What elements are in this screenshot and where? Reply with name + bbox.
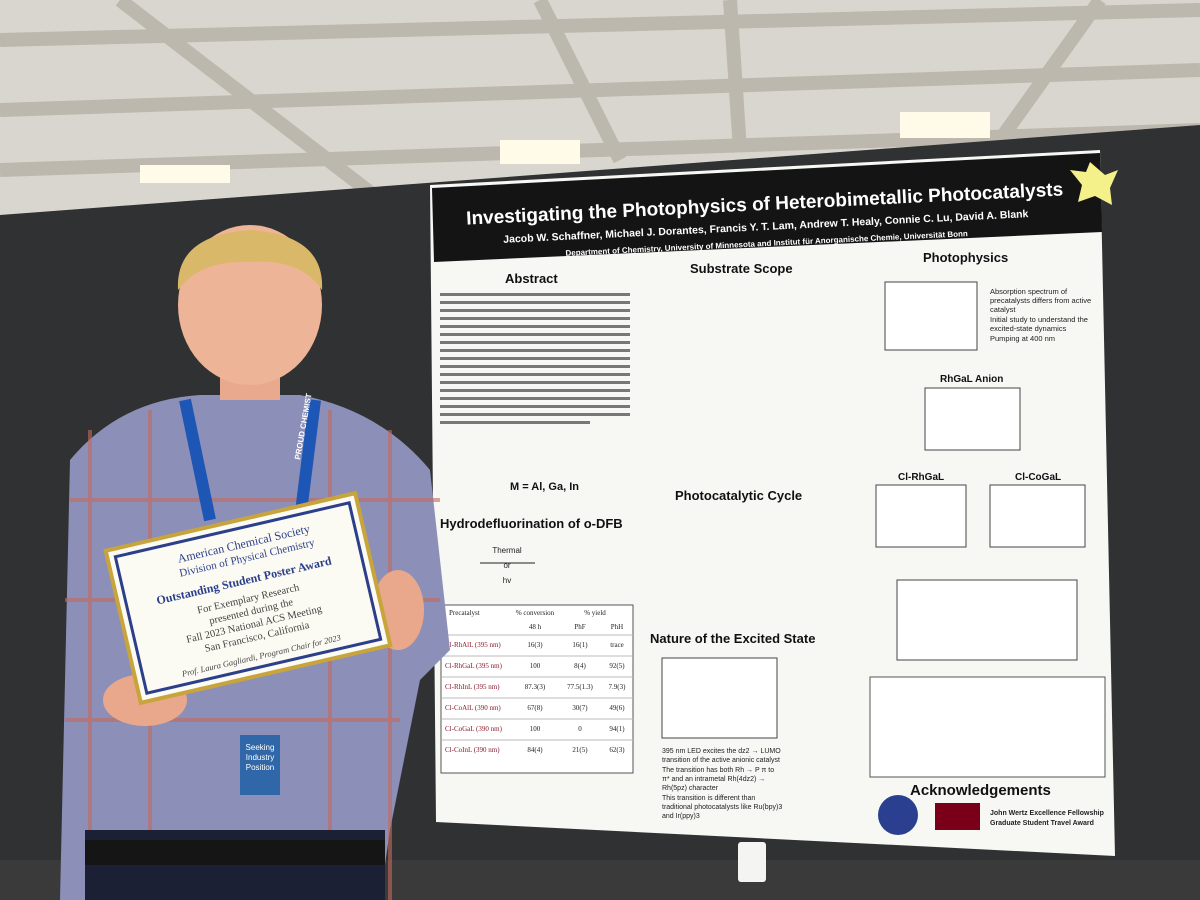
table-cell: 8(4) (574, 662, 586, 670)
bullet: transition of the active anionic catalys… (662, 757, 780, 764)
star-sticker (1070, 162, 1118, 205)
abstract-text (440, 293, 630, 424)
table-cell: 16(1) (572, 641, 588, 649)
plot-absorption (661, 657, 778, 739)
table-cell: Cl-CoGaL (390 nm) (445, 725, 503, 733)
funding: John Wertz Excellence Fellowship (990, 810, 1104, 817)
bullet: Initial study to understand the (990, 315, 1088, 324)
table-cell: 92(5) (609, 662, 625, 670)
bullet: traditional photocatalysts like Ru(bpy)3 (662, 804, 782, 811)
lanyard (179, 398, 321, 522)
section-heading: Hydrodefluorination of o-DFB (440, 516, 623, 531)
bullet: The transition has both Rh → P π to (662, 767, 774, 774)
table-cell: Cl-RhGaL (395 nm) (445, 662, 503, 670)
table-header: % yield (584, 609, 606, 617)
bullet: precatalysts differs from active (990, 296, 1091, 305)
bullet: Pumping at 400 nm (990, 334, 1055, 343)
table-cell: 87.3(3) (525, 683, 546, 691)
bullet: excited-state dynamics (990, 324, 1067, 333)
section-heading: Substrate Scope (690, 261, 793, 276)
table-cell: 67(8) (527, 704, 543, 712)
poster-body: Abstract M = Al, Ga, In Substrate Scope … (440, 250, 1106, 835)
bullet: π* and an intrametal Rh(4dz2) → (662, 776, 765, 783)
metal-note: M = Al, Ga, In (510, 481, 579, 493)
bullet: 395 nm LED excites the dz2 → LUMO (662, 748, 781, 755)
panel-title: Cl-RhGaL (898, 472, 944, 483)
table-cell: Cl-RhAlL (395 nm) (445, 641, 501, 649)
bullet: catalyst (990, 305, 1016, 314)
condition: Thermal (492, 546, 522, 555)
table-cell: Cl-CoInL (390 nm) (445, 746, 500, 754)
plot-transient (924, 387, 1021, 451)
bullet: This transition is different than (662, 795, 755, 802)
section-heading: Photocatalytic Cycle (675, 488, 802, 503)
certificate: American Chemical Society Division of Ph… (103, 490, 393, 706)
condition: hv (503, 576, 511, 585)
table-cell: trace (610, 641, 624, 649)
section-heading: Acknowledgements (910, 782, 1051, 799)
table-cell: Cl-RhInL (395 nm) (445, 683, 500, 691)
reaction-conditions: Thermal or hv (492, 546, 522, 585)
table-cell: 84(4) (527, 746, 543, 754)
table-cell: 0 (578, 725, 582, 733)
photophysics-bullets: Absorption spectrum of precatalysts diff… (990, 287, 1091, 343)
badge-text: Seeking (246, 743, 275, 752)
table-cell: 7.9(3) (609, 683, 627, 691)
table-header: 48 h (529, 623, 542, 631)
ceiling-light (500, 140, 580, 164)
ceiling-light (900, 112, 990, 138)
plot-transient (875, 484, 967, 548)
section-heading: Abstract (505, 271, 558, 286)
table-cell: 21(5) (572, 746, 588, 754)
ceiling-beams (0, 0, 1200, 206)
plot-transient (989, 484, 1086, 548)
cup (738, 842, 766, 882)
fit-table (869, 676, 1106, 778)
table-cell: 100 (530, 725, 541, 733)
table-header: % conversion (516, 609, 555, 617)
table-header: PhF (574, 623, 585, 631)
table-cell: 62(3) (609, 746, 625, 754)
table-header: Precatalyst (449, 609, 480, 617)
badge-text: Position (246, 763, 274, 772)
title-banner (432, 153, 1102, 262)
badge-ribbon (240, 735, 280, 795)
belt (85, 840, 385, 865)
certificate-frame (103, 490, 393, 706)
table-cell: 94(1) (609, 725, 625, 733)
bullet: Rh(5pz) character (662, 785, 719, 792)
panel-title: RhGaL Anion (940, 374, 1003, 385)
plot-absorption (884, 281, 978, 351)
excited-bullets: 395 nm LED excites the dz2 → LUMO transi… (662, 748, 782, 820)
plot-kinetics (896, 579, 1078, 661)
catalysis-table: Precatalyst % conversion % yield 48 h Ph… (440, 604, 634, 774)
table-cell: 49(6) (609, 704, 625, 712)
table-cell: 100 (530, 662, 541, 670)
condition: or (503, 561, 510, 570)
bullet: and Ir(ppy)3 (662, 813, 700, 820)
certificate-border (113, 501, 383, 695)
badge-text: Industry (246, 753, 274, 762)
funding: Graduate Student Travel Award (990, 820, 1094, 827)
table-cell: 30(7) (572, 704, 588, 712)
table-header: PhH (611, 623, 623, 631)
umn-logo (935, 803, 980, 830)
section-heading: Nature of the Excited State (650, 631, 815, 646)
section-heading: Photophysics (923, 250, 1008, 265)
table-cell: 16(3) (527, 641, 543, 649)
bullet: Absorption spectrum of (990, 287, 1068, 296)
hair (177, 230, 323, 290)
nsf-logo (878, 795, 918, 835)
ceiling-light (140, 165, 230, 183)
table-cell: Cl-CoAlL (390 nm) (445, 704, 501, 712)
panel-title: Cl-CoGaL (1015, 472, 1061, 483)
table-cell: 77.5(1.3) (567, 683, 593, 691)
